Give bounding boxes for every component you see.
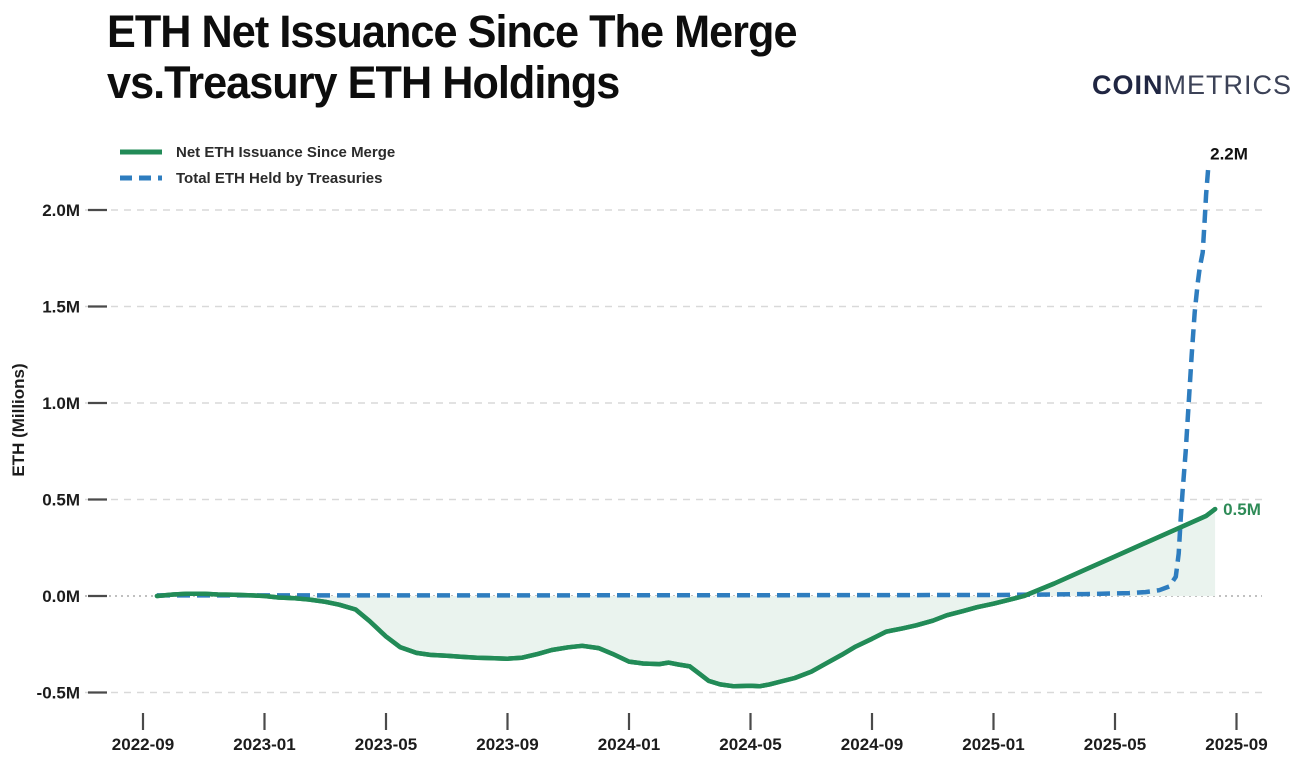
- chart-title: ETH Net Issuance Since The Merge vs.Trea…: [107, 6, 797, 109]
- x-tick-label: 2023-05: [355, 735, 417, 754]
- x-tick-label: 2025-01: [962, 735, 1024, 754]
- chart-title-line2: vs.Treasury ETH Holdings: [107, 57, 620, 109]
- value-annotation: 2.2M: [1210, 144, 1248, 163]
- net-issuance-line-positive-top: [154, 506, 1218, 689]
- x-tick-label: 2023-09: [476, 735, 538, 754]
- y-axis-title: ETH (Millions): [9, 363, 28, 476]
- y-tick-label: -0.5M: [37, 684, 80, 703]
- chart-legend: Net ETH Issuance Since Merge Total ETH H…: [118, 142, 395, 188]
- net-issuance-area-positive: [157, 509, 1216, 687]
- y-tick-label: 1.0M: [42, 394, 80, 413]
- y-tick-label: 0.5M: [42, 491, 80, 510]
- y-tick-label: 2.0M: [42, 201, 80, 220]
- logo-text-coin: COIN: [1092, 70, 1164, 100]
- legend-swatch-solid-line: [120, 149, 162, 155]
- chart-title-line1: ETH Net Issuance Since The Merge: [107, 6, 797, 57]
- legend-label-treasuries: Total ETH Held by Treasuries: [176, 169, 383, 187]
- x-tick-label: 2024-01: [598, 735, 660, 754]
- legend-label-net-issuance: Net ETH Issuance Since Merge: [176, 143, 396, 161]
- logo-text-metrics: METRICS: [1163, 70, 1292, 100]
- coinmetrics-logo: COINMETRICS: [1092, 70, 1292, 101]
- legend-item-treasuries: Total ETH Held by Treasuries: [118, 168, 395, 188]
- legend-swatch-dashed-line: [120, 175, 162, 181]
- x-tick-label: 2024-05: [719, 735, 781, 754]
- x-tick-label: 2025-05: [1084, 735, 1146, 754]
- y-tick-label: 0.0M: [42, 587, 80, 606]
- x-tick-label: 2024-09: [841, 735, 903, 754]
- legend-item-net-issuance: Net ETH Issuance Since Merge: [118, 142, 395, 162]
- value-annotation: 0.5M: [1223, 500, 1261, 519]
- x-tick-label: 2023-01: [233, 735, 295, 754]
- x-tick-label: 2022-09: [112, 735, 174, 754]
- x-tick-label: 2025-09: [1205, 735, 1267, 754]
- y-tick-label: 1.5M: [42, 298, 80, 317]
- treasury-holdings-line: [157, 169, 1211, 598]
